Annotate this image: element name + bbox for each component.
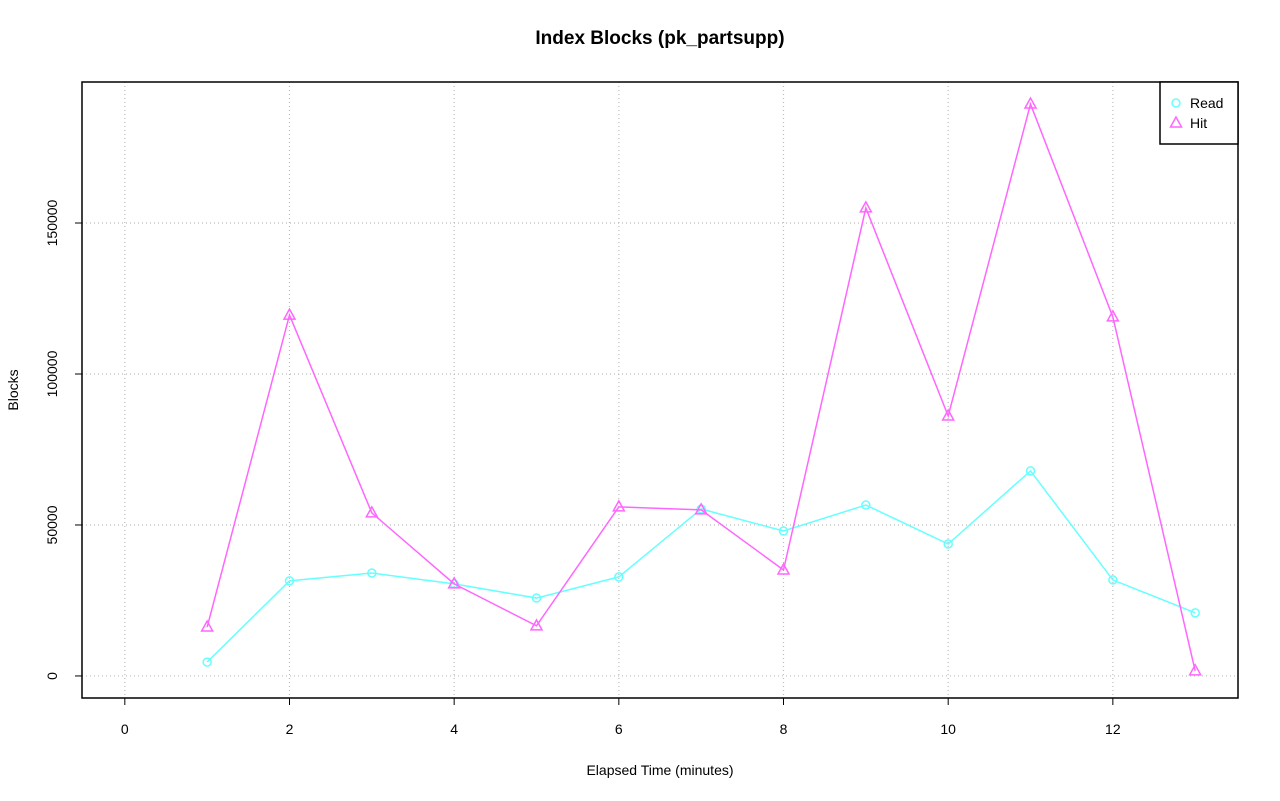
marker	[614, 572, 624, 582]
x-tick-label: 10	[940, 721, 956, 737]
marker	[776, 562, 791, 575]
legend-label: Read	[1190, 95, 1223, 111]
marker	[1169, 115, 1183, 128]
x-tick-label: 0	[121, 721, 129, 737]
x-tick-label: 8	[780, 721, 788, 737]
marker	[529, 618, 544, 631]
marker	[778, 526, 789, 536]
marker	[1190, 608, 1200, 618]
marker	[861, 500, 871, 510]
marker	[1023, 96, 1038, 109]
marker	[1188, 663, 1202, 676]
y-tick-label: 0	[44, 672, 60, 680]
x-tick-label: 4	[450, 721, 458, 737]
y-tick-label: 100000	[44, 350, 60, 397]
marker	[694, 502, 708, 515]
marker	[612, 499, 626, 512]
y-axis-label: Blocks	[5, 369, 21, 410]
marker	[284, 576, 295, 586]
marker	[941, 408, 955, 421]
x-axis-label: Elapsed Time (minutes)	[586, 762, 733, 778]
marker	[1171, 98, 1181, 108]
marker	[1025, 466, 1036, 476]
x-tick-label: 12	[1105, 721, 1121, 737]
legend-label: Hit	[1190, 115, 1207, 131]
series-line	[206, 469, 1196, 663]
marker	[202, 657, 212, 667]
y-tick-label: 50000	[44, 505, 60, 544]
marker	[859, 200, 873, 213]
marker	[447, 576, 461, 589]
marker	[1106, 309, 1120, 322]
chart-title: Index Blocks (pk_partsupp)	[535, 28, 784, 49]
series-line	[206, 101, 1196, 671]
y-tick-label: 150000	[44, 199, 60, 246]
marker	[943, 539, 953, 549]
legend-box	[1159, 81, 1239, 145]
x-tick-label: 2	[286, 721, 294, 737]
marker	[365, 505, 379, 518]
marker	[531, 593, 542, 603]
plot-frame	[81, 81, 1239, 699]
marker	[367, 568, 377, 578]
x-tick-label: 6	[615, 721, 623, 737]
marker	[200, 619, 214, 632]
marker	[1108, 575, 1118, 585]
marker	[282, 307, 297, 320]
